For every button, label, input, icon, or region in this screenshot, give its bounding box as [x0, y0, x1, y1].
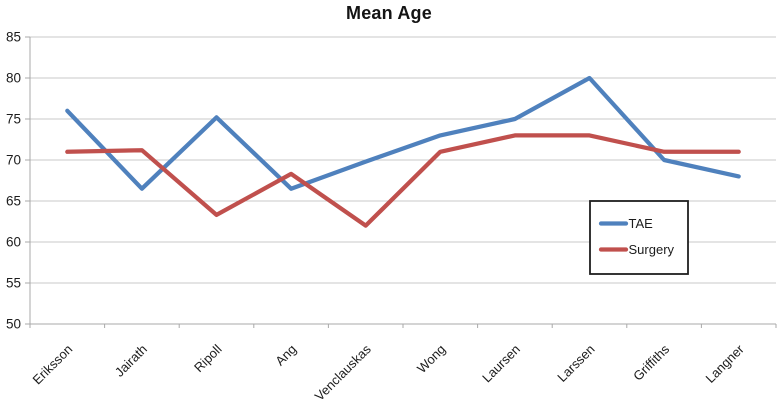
- x-tick-label: Laursen: [479, 342, 523, 386]
- x-tick-label: Wong: [414, 342, 448, 376]
- y-tick-label: 85: [6, 30, 21, 45]
- legend-label: TAE: [629, 216, 654, 231]
- y-tick-label: 55: [6, 276, 21, 291]
- legend-item: Surgery: [598, 242, 675, 257]
- y-tick-label: 65: [6, 194, 21, 209]
- y-tick-label: 80: [6, 71, 21, 86]
- y-tick-label: 70: [6, 153, 21, 168]
- legend-item: TAE: [598, 216, 654, 231]
- x-tick-label: Ang: [272, 342, 299, 369]
- legend-box: [589, 200, 689, 275]
- legend-label: Surgery: [629, 242, 675, 257]
- x-tick-label: Jairath: [112, 342, 150, 380]
- x-tick-label: Langner: [702, 341, 747, 386]
- x-tick-label: Eriksson: [30, 342, 76, 388]
- x-tick-label: Larssen: [554, 342, 597, 385]
- legend: TAE Surgery: [589, 200, 689, 275]
- chart-title: Mean Age: [346, 3, 432, 23]
- series-line-tae: [65, 75, 741, 191]
- x-tick-label: Ripoll: [191, 341, 225, 375]
- y-tick-label: 60: [6, 235, 21, 250]
- x-tick-label: Venclauskas: [312, 341, 375, 404]
- x-tick-label: Griffiths: [630, 341, 672, 383]
- series-line-surgery: [65, 133, 741, 228]
- y-tick-label: 75: [6, 112, 21, 127]
- y-tick-label: 50: [6, 317, 21, 332]
